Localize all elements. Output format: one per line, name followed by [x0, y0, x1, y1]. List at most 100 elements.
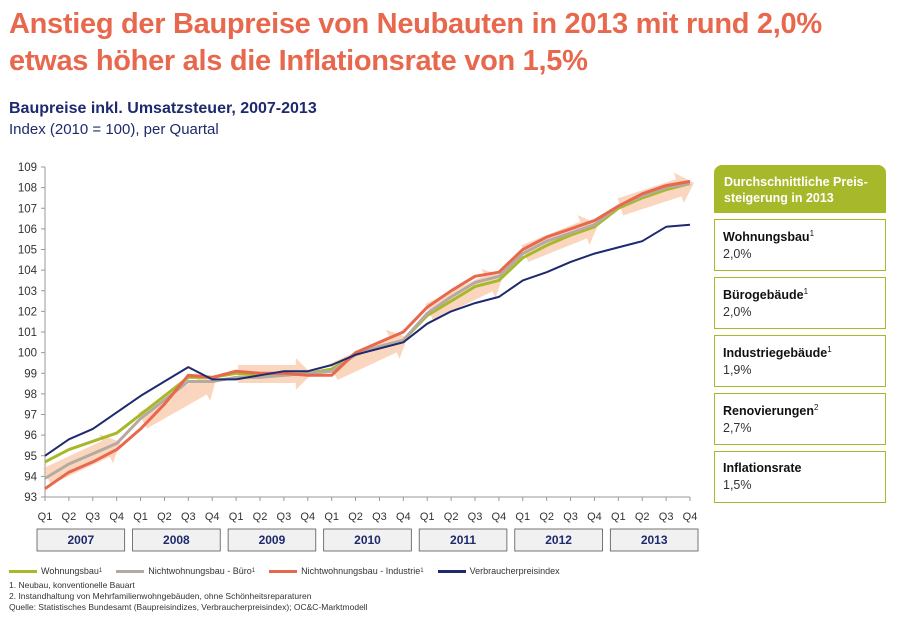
trend-arrow-shape [617, 172, 694, 216]
year-group-box [323, 528, 412, 552]
y-tick-label: 98 [24, 389, 37, 401]
x-tick-label: Q3 [468, 511, 483, 523]
side-panel-header: Durchschnittliche Preis- steigerung in 2… [714, 165, 886, 213]
year-label: 2013 [641, 533, 668, 547]
x-tick-label: Q1 [38, 511, 53, 523]
trend-arrow [617, 172, 694, 216]
legend-item-3: Nichtwohnungsbau - Industrie 1 [269, 566, 424, 576]
x-tick-label: Q2 [157, 511, 172, 523]
chart-legend: Wohnungsbau 1 Nichtwohnungsbau - Büro 1 Nich… [9, 566, 574, 576]
y-tick-label: 97 [24, 410, 37, 422]
year-group-box [132, 528, 221, 552]
stat-label: Bürogebäude1 [723, 287, 809, 303]
legend-swatch [437, 569, 466, 573]
stat-box-1: Wohnungsbau1 2,0% [714, 219, 886, 271]
year-group-box [418, 528, 508, 552]
legend-swatch [269, 569, 298, 573]
line-chart: 93 94 95 96 97 98 99 100 101 102 103 104 105 106 107 10… [18, 162, 699, 552]
chart-title: Anstieg der Baupreise von Neubauten in 2… [9, 6, 889, 80]
chart-unit-label: Index (2010 = 100), per Quartal [9, 121, 219, 138]
legend-swatch [9, 569, 37, 573]
legend-swatch [116, 569, 145, 573]
footnotes: 1. Neubau, konventionelle Bauart 2. Inst… [9, 580, 368, 613]
stat-label: Renovierungen2 [723, 403, 819, 419]
year-label: 2011 [450, 533, 476, 547]
year-label: 2012 [545, 533, 572, 547]
x-tick-label: Q2 [444, 511, 459, 523]
year-label: 2009 [259, 533, 286, 547]
x-tick-label: Q1 [229, 511, 244, 523]
chart-title-line1: Anstieg der Baupreise von Neubauten in 2… [9, 8, 822, 40]
series-line-3 [44, 179, 691, 490]
x-tick-label: Q3 [372, 511, 387, 523]
x-tick-label: Q4 [205, 511, 220, 523]
legend-label: Nichtwohnungsbau - Büro [148, 566, 252, 576]
y-tick-label: 107 [18, 203, 37, 215]
y-tick-label: 103 [18, 286, 37, 298]
legend-label: Verbraucherpreisindex [469, 566, 560, 576]
x-tick-label: Q1 [133, 511, 148, 523]
stat-value: 2,7% [723, 421, 752, 436]
side-panel: Durchschnittliche Preis- steigerung in 2… [714, 165, 886, 503]
year-label: 2007 [67, 533, 94, 547]
stat-label: Industriegebäude1 [723, 345, 832, 361]
x-tick-label: Q4 [396, 511, 411, 523]
stat-box-4: Renovierungen2 2,7% [714, 393, 886, 445]
x-tick-label: Q1 [611, 511, 626, 523]
y-tick-label: 93 [24, 492, 37, 504]
y-tick-label: 109 [18, 162, 37, 174]
y-tick-label: 99 [24, 368, 37, 380]
legend-item-4: Verbraucherpreisindex [437, 566, 560, 576]
y-tick-label: 96 [24, 430, 37, 442]
y-tick-label: 102 [18, 306, 37, 318]
series-line-4 [44, 223, 691, 457]
stat-box-5: Inflationsrate 1,5% [714, 451, 886, 503]
stat-value: 1,5% [723, 478, 752, 492]
source-note: Quelle: Statistisches Bundesamt (Bauprei… [9, 602, 368, 612]
year-group-box [609, 528, 699, 552]
y-tick-label: 100 [18, 348, 37, 360]
x-tick-label: Q3 [85, 511, 100, 523]
stat-value: 2,0% [723, 247, 752, 262]
trend-arrow-shape [138, 372, 217, 429]
x-tick-label: Q4 [300, 511, 315, 523]
trend-arrow [138, 372, 217, 429]
series-line-2 [44, 182, 691, 480]
trend-arrow-shape [329, 329, 408, 381]
legend-label: Wohnungsbau [41, 566, 99, 576]
x-tick-label: Q1 [515, 511, 530, 523]
stat-box-3: Industriegebäude1 1,9% [714, 335, 886, 387]
y-tick-label: 104 [18, 265, 38, 277]
y-tick-label: 105 [18, 245, 37, 257]
x-tick-label: Q2 [253, 511, 268, 523]
x-tick-label: Q1 [324, 511, 339, 523]
x-tick-label: Q4 [683, 511, 698, 523]
x-tick-label: Q3 [181, 511, 196, 523]
footnote-1: 1. Neubau, konventionelle Bauart [9, 580, 135, 590]
y-tick-label: 95 [24, 451, 37, 463]
x-tick-label: Q2 [348, 511, 363, 523]
y-tick-label: 94 [24, 471, 37, 483]
x-tick-label: Q2 [539, 511, 554, 523]
y-tick-label: 106 [18, 224, 37, 236]
stat-value: 1,9% [723, 363, 752, 378]
x-tick-label: Q3 [659, 511, 674, 523]
legend-item-1: Wohnungsbau 1 [9, 566, 102, 576]
stat-label: Wohnungsbau1 [723, 229, 815, 245]
y-tick-label: 108 [18, 183, 37, 195]
legend-item-2: Nichtwohnungsbau - Büro 1 [116, 566, 255, 576]
x-tick-label: Q4 [109, 511, 124, 523]
stat-label: Inflationsrate [723, 461, 802, 475]
x-tick-label: Q1 [420, 511, 435, 523]
footnote-2: 2. Instandhaltung von Mehrfamilienwohnge… [9, 591, 312, 601]
year-label: 2010 [354, 533, 381, 547]
chart-title-line2: etwas höher als die Inflationsrate von 1… [9, 45, 588, 77]
x-tick-label: Q4 [587, 511, 602, 523]
y-tick-label: 101 [18, 327, 37, 339]
trend-arrow [329, 329, 408, 381]
legend-label: Nichtwohnungsbau - Industrie [301, 566, 421, 576]
x-tick-label: Q2 [62, 511, 77, 523]
year-label: 2008 [163, 533, 190, 547]
stat-value: 2,0% [723, 305, 752, 320]
chart-subtitle: Baupreise inkl. Umsatzsteuer, 2007-2013 [9, 100, 317, 117]
